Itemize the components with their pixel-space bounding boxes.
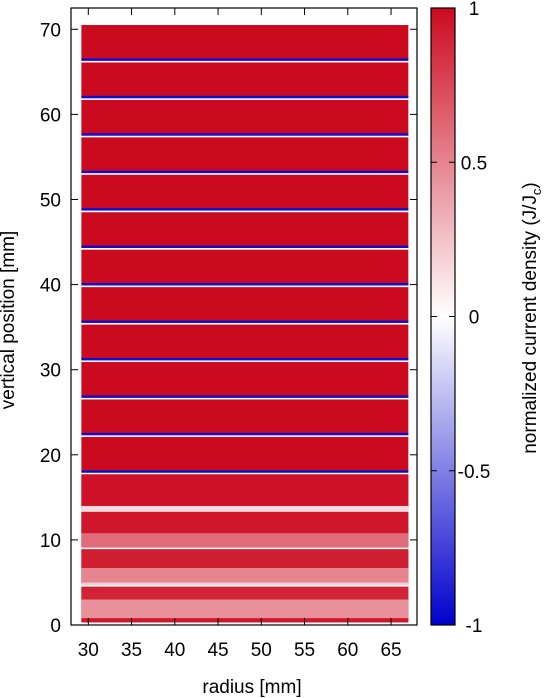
y-tick-label: 60 [40, 105, 61, 126]
y-tick-label: 10 [40, 531, 61, 552]
current-band [81, 511, 409, 534]
pancake-cell [81, 99, 409, 136]
current-band [81, 618, 409, 623]
negative-edge-strip [81, 320, 409, 323]
negative-edge-strip [81, 245, 409, 248]
pancake-cell [81, 174, 409, 211]
current-band [81, 567, 409, 583]
colorbar-label-sub: c [529, 188, 544, 195]
plot-frame [70, 7, 418, 626]
x-tick-label: 30 [78, 640, 99, 661]
current-band [81, 586, 409, 600]
colorbar-label: normalized current density (J/Jc) [520, 182, 544, 454]
x-tick-label: 65 [380, 640, 401, 661]
negative-edge-strip [81, 95, 409, 99]
colorbar-tick-label: 0.5 [461, 153, 487, 174]
pancake-cell [81, 287, 409, 323]
pancake-cell [81, 399, 409, 436]
negative-edge-strip [81, 357, 409, 361]
negative-edge-strip [81, 470, 409, 473]
pancake-cell [81, 25, 409, 61]
y-tick-label: 70 [40, 20, 61, 41]
negative-edge-strip [81, 283, 409, 286]
current-band [81, 474, 409, 506]
negative-edge-strip [81, 58, 409, 61]
current-band [81, 505, 409, 511]
colorbar-tick-label: -1 [466, 616, 483, 637]
y-tick-label: 0 [50, 616, 61, 637]
x-tick-label: 60 [337, 640, 358, 661]
colorbar-tick-label: 0 [469, 308, 480, 329]
x-tick-label: 40 [164, 640, 185, 661]
plot-area: 30 35 40 45 50 55 60 65 0 10 20 30 40 50 60 70 [40, 7, 418, 661]
current-band [81, 582, 409, 586]
colorbar-tick-label: -0.5 [458, 462, 491, 483]
x-axis-label: radius [mm] [202, 677, 301, 698]
y-axis-label: vertical position [mm] [0, 231, 19, 409]
pancake-cell [81, 62, 409, 99]
negative-edge-strip [81, 395, 409, 398]
negative-edge-strip [81, 170, 409, 174]
pancake-cell [81, 137, 409, 174]
x-tick-label: 50 [251, 640, 272, 661]
colorbar-label-main: normalized current density (J/J [520, 195, 541, 454]
pancake-cell [81, 362, 409, 398]
y-tick-label: 20 [40, 446, 61, 467]
negative-edge-strip [81, 133, 409, 136]
colorbar-label-close: ) [520, 182, 541, 188]
colorbar-tick-label: 1 [469, 0, 480, 20]
y-tick-label: 40 [40, 276, 61, 297]
pancake-cell [81, 436, 409, 473]
current-band [81, 533, 409, 548]
pancake-cell [81, 212, 409, 248]
pancake-cell [81, 249, 409, 286]
x-tick-label: 55 [294, 640, 315, 661]
pancake-cell [81, 324, 409, 361]
x-tick-label: 45 [207, 640, 228, 661]
y-tick-label: 30 [40, 361, 61, 382]
negative-edge-strip [81, 208, 409, 211]
colorbar: 1 0.5 0 -0.5 -1 [430, 0, 491, 637]
y-tick-label: 50 [40, 190, 61, 211]
x-tick-label: 35 [121, 640, 142, 661]
current-band [81, 599, 409, 619]
negative-edge-strip [81, 432, 409, 436]
current-band [81, 549, 409, 568]
